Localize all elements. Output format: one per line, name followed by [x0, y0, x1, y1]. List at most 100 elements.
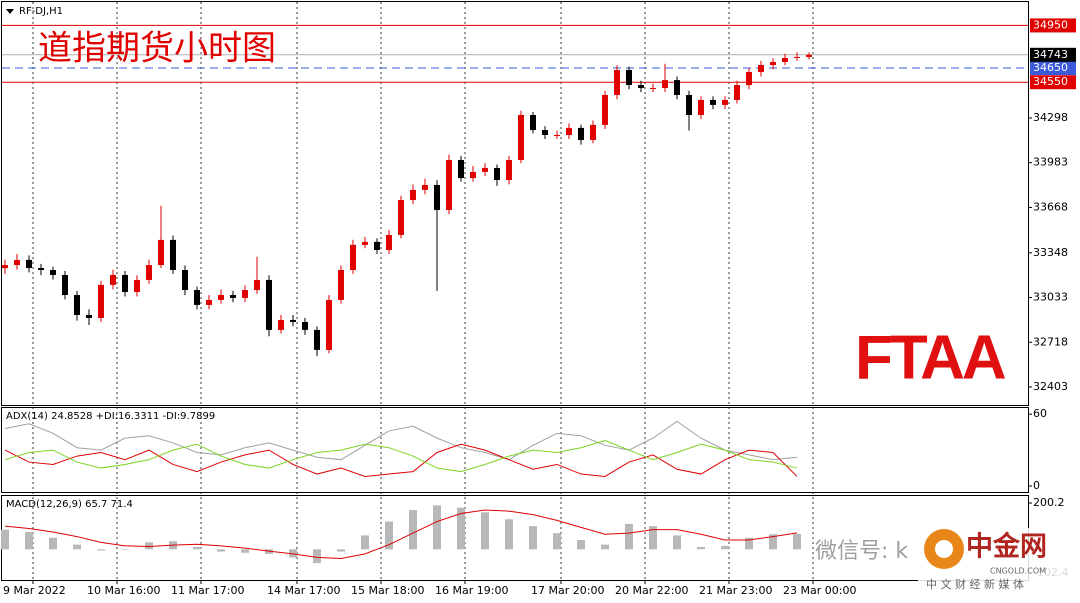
indicator-line: [4, 420, 798, 461]
macd-bar: [601, 544, 609, 550]
macd-bar: [769, 534, 777, 550]
level-label-box: [1030, 18, 1076, 33]
candle-body: [230, 294, 236, 298]
candle-body: [206, 299, 212, 305]
y-tick-label: 33033: [1033, 291, 1068, 304]
level-label: 34650: [1033, 61, 1068, 74]
candle-body: [806, 54, 812, 57]
candle-body: [38, 268, 44, 271]
candle-body: [62, 274, 68, 295]
macd-bar: [625, 523, 633, 550]
marks: [1, 52, 812, 564]
macd-bar: [1, 529, 9, 550]
macd-bar: [529, 526, 537, 550]
candle-body: [14, 259, 20, 266]
candle-body: [218, 294, 224, 300]
candle-body: [134, 279, 140, 293]
candle-body: [242, 290, 248, 298]
candle-body: [554, 135, 560, 137]
macd-title: MACD(12,26,9) 65.7 71.4: [6, 499, 133, 510]
x-tick-label: 11 Mar 17:00: [171, 584, 244, 597]
macd-bar: [97, 549, 105, 551]
adx-panel: [1, 407, 1029, 493]
signal-line: [4, 509, 798, 560]
candle-body: [782, 57, 788, 63]
candle-body: [758, 65, 764, 72]
macd-bar: [505, 519, 513, 550]
macd-bar: [73, 544, 81, 550]
x-tick-label: 9 Mar 2022: [3, 584, 66, 597]
x-tick-label: 15 Mar 18:00: [351, 584, 424, 597]
y-tick-label: 34298: [1033, 111, 1068, 124]
x-tick-label: 17 Mar 20:00: [531, 584, 604, 597]
macd-bar: [793, 534, 801, 550]
candle-body: [482, 167, 488, 172]
level-label-box: [1030, 61, 1076, 76]
brand-icon-inner: [935, 540, 953, 558]
candle-body: [326, 299, 332, 350]
macd-bar: [649, 526, 657, 550]
macd-bar: [577, 540, 585, 550]
y-tick-label: 32403: [1033, 380, 1068, 393]
candle-body: [650, 88, 656, 90]
candle-body: [614, 69, 620, 95]
x-tick-label: 20 Mar 22:00: [615, 584, 688, 597]
candle-body: [674, 80, 680, 95]
candle-body: [770, 62, 776, 66]
brand: 中金网: [966, 531, 1047, 563]
candle-body: [86, 315, 92, 318]
candle-body: [278, 319, 284, 330]
candle-body: [2, 265, 8, 269]
grid: [2, 2, 1076, 584]
y-tick-label: 33983: [1033, 156, 1068, 169]
candle-body: [410, 189, 416, 201]
x-tick-label: 16 Mar 19:00: [435, 584, 508, 597]
macd-bar: [193, 546, 201, 550]
adx-title: ADX(14) 24.8528 +DI:16.3311 -DI:9.7899: [6, 411, 215, 422]
candle-body: [98, 284, 104, 318]
candle-body: [290, 319, 296, 322]
candle-body: [194, 290, 200, 305]
level-label: 34550: [1033, 75, 1068, 88]
macd-bar: [409, 510, 417, 550]
symbol-arrow: [6, 9, 14, 14]
y-tick-label: 0: [1033, 479, 1040, 492]
candle-body: [530, 114, 536, 131]
macd-bar: [361, 535, 369, 550]
x-tick-label: 23 Mar 00:00: [783, 584, 856, 597]
candle-body: [518, 114, 524, 160]
y-tick-label: 32718: [1033, 335, 1068, 348]
last-price-label: 34743: [1033, 48, 1068, 61]
indicator-line: [4, 439, 798, 473]
candle-body: [182, 270, 188, 291]
brand-slogan: 中 文 财 经 新 媒 体: [926, 577, 1024, 591]
macd-bar: [721, 545, 729, 550]
brand-site: CNGOLD.COM: [990, 567, 1046, 576]
macd-bar: [457, 507, 465, 550]
candle-body: [566, 127, 572, 136]
macd-bar: [745, 537, 753, 550]
macd-bar: [289, 549, 297, 558]
candle-body: [50, 270, 56, 275]
macd-bar: [673, 535, 681, 550]
level-label: 34950: [1033, 18, 1068, 31]
candle-body: [722, 99, 728, 105]
wechat-watermark: 微信号: k 中金网 CNGOLD.COM 中 文 财 经 新 媒 体: [815, 528, 1080, 594]
candle-body: [74, 294, 80, 316]
macd-bar: [121, 549, 129, 550]
candle-body: [626, 69, 632, 86]
candle-body: [398, 200, 404, 235]
candle-body: [350, 244, 356, 271]
macd-bar: [433, 505, 441, 550]
symbol: RF-DJ,H1: [19, 6, 63, 17]
candle-body: [374, 241, 380, 250]
candle-body: [146, 265, 152, 280]
level-label-box: [1030, 75, 1076, 90]
macd-bar: [337, 549, 345, 552]
candle-body: [254, 279, 260, 291]
y-tick-label: 33668: [1033, 200, 1068, 213]
candle-body: [734, 85, 740, 100]
candle-body: [602, 94, 608, 125]
